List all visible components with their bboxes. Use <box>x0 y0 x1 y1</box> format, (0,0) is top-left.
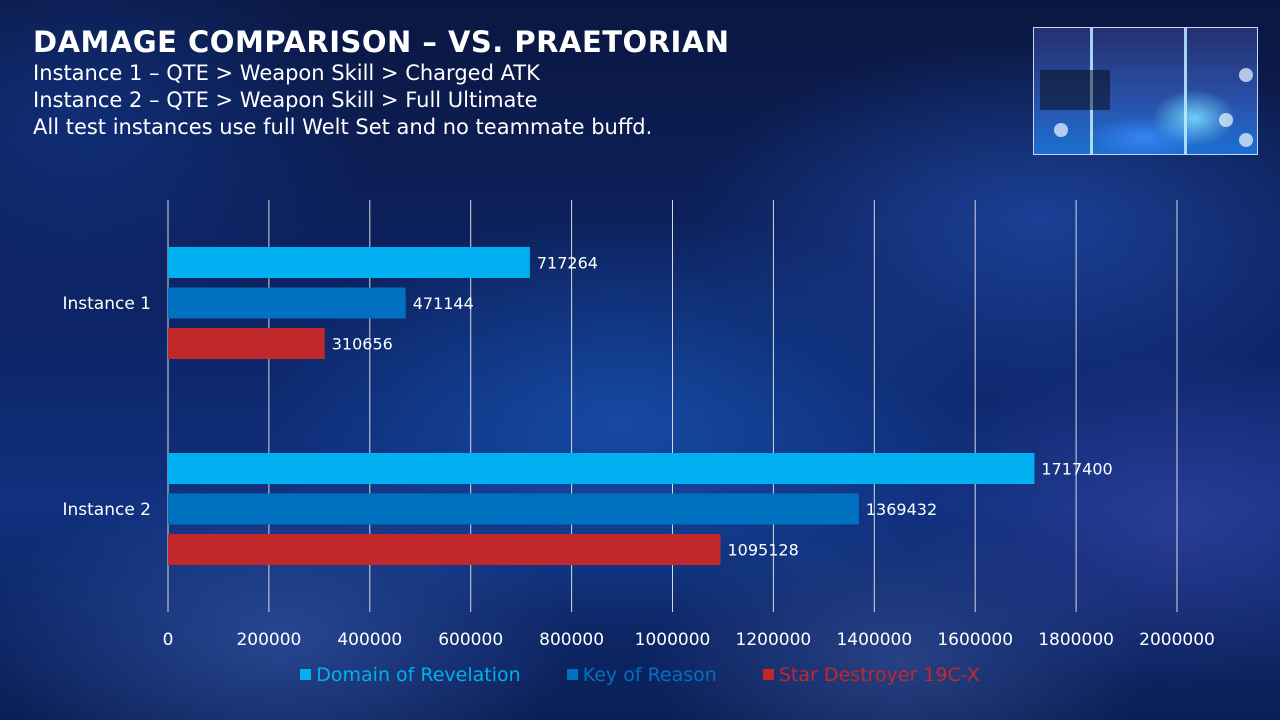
category-labels: Instance 1 Instance 2 <box>62 294 151 520</box>
legend-swatch <box>566 669 578 680</box>
legend-item-key-of-reason: Key of Reason <box>566 664 717 686</box>
thumbnail-light-beam <box>1184 28 1187 154</box>
data-label: 471144 <box>413 294 474 313</box>
bar <box>168 287 406 319</box>
legend-label: Domain of Revelation <box>316 664 521 686</box>
data-label: 717264 <box>537 254 598 273</box>
x-tick-label: 1400000 <box>836 630 912 650</box>
gameplay-thumbnail <box>1033 27 1258 155</box>
legend: Domain of Revelation Key of Reason Star … <box>0 664 1280 686</box>
x-tick-label: 800000 <box>539 630 604 650</box>
thumbnail-skill-icon <box>1239 68 1253 82</box>
legend-swatch <box>762 669 774 680</box>
x-tick-label: 1200000 <box>736 630 812 650</box>
title-block: DAMAGE COMPARISON – VS. PRAETORIAN Insta… <box>33 24 730 141</box>
subtitle-line-1: Instance 1 – QTE > Weapon Skill > Charge… <box>33 61 540 85</box>
subtitle-line-3: All test instances use full Welt Set and… <box>33 115 653 139</box>
data-label: 1717400 <box>1041 460 1112 479</box>
x-tick-label: 1000000 <box>635 630 711 650</box>
category-label: Instance 2 <box>62 500 151 520</box>
legend-item-star-destroyer-19c-x: Star Destroyer 19C-X <box>762 664 980 686</box>
thumbnail-joystick-icon <box>1054 123 1068 137</box>
thumbnail-hud-panel <box>1040 70 1110 110</box>
data-label: 310656 <box>332 335 393 354</box>
bar <box>168 247 530 278</box>
legend-label: Key of Reason <box>582 664 717 686</box>
subtitle-line-2: Instance 2 – QTE > Weapon Skill > Full U… <box>33 88 538 112</box>
bar <box>168 493 859 525</box>
chart-title: DAMAGE COMPARISON – VS. PRAETORIAN <box>33 25 730 59</box>
bar <box>168 328 325 359</box>
x-tick-label: 1800000 <box>1038 630 1114 650</box>
x-tick-label: 200000 <box>236 630 301 650</box>
x-tick-label: 2000000 <box>1139 630 1215 650</box>
legend-swatch <box>300 669 312 680</box>
thumbnail-light-beam <box>1090 28 1093 154</box>
legend-label: Star Destroyer 19C-X <box>778 664 980 686</box>
data-labels: 717264 471144 310656 1717400 1369432 1095128 <box>332 254 1113 560</box>
x-tick-label: 400000 <box>337 630 402 650</box>
data-label: 1095128 <box>727 541 798 560</box>
bars <box>168 247 1035 565</box>
x-tick-label: 600000 <box>438 630 503 650</box>
bar <box>168 453 1035 484</box>
data-label: 1369432 <box>866 500 937 519</box>
thumbnail-skill-icon <box>1239 133 1253 147</box>
x-tick-label: 0 <box>163 630 174 650</box>
x-tick-label: 1600000 <box>937 630 1013 650</box>
legend-item-domain-of-revelation: Domain of Revelation <box>300 664 521 686</box>
category-label: Instance 1 <box>62 294 151 314</box>
bar <box>168 534 721 565</box>
thumbnail-skill-icon <box>1219 113 1233 127</box>
x-axis-ticks: 0 200000 400000 600000 800000 1000000 1200000 1… <box>163 630 1215 650</box>
